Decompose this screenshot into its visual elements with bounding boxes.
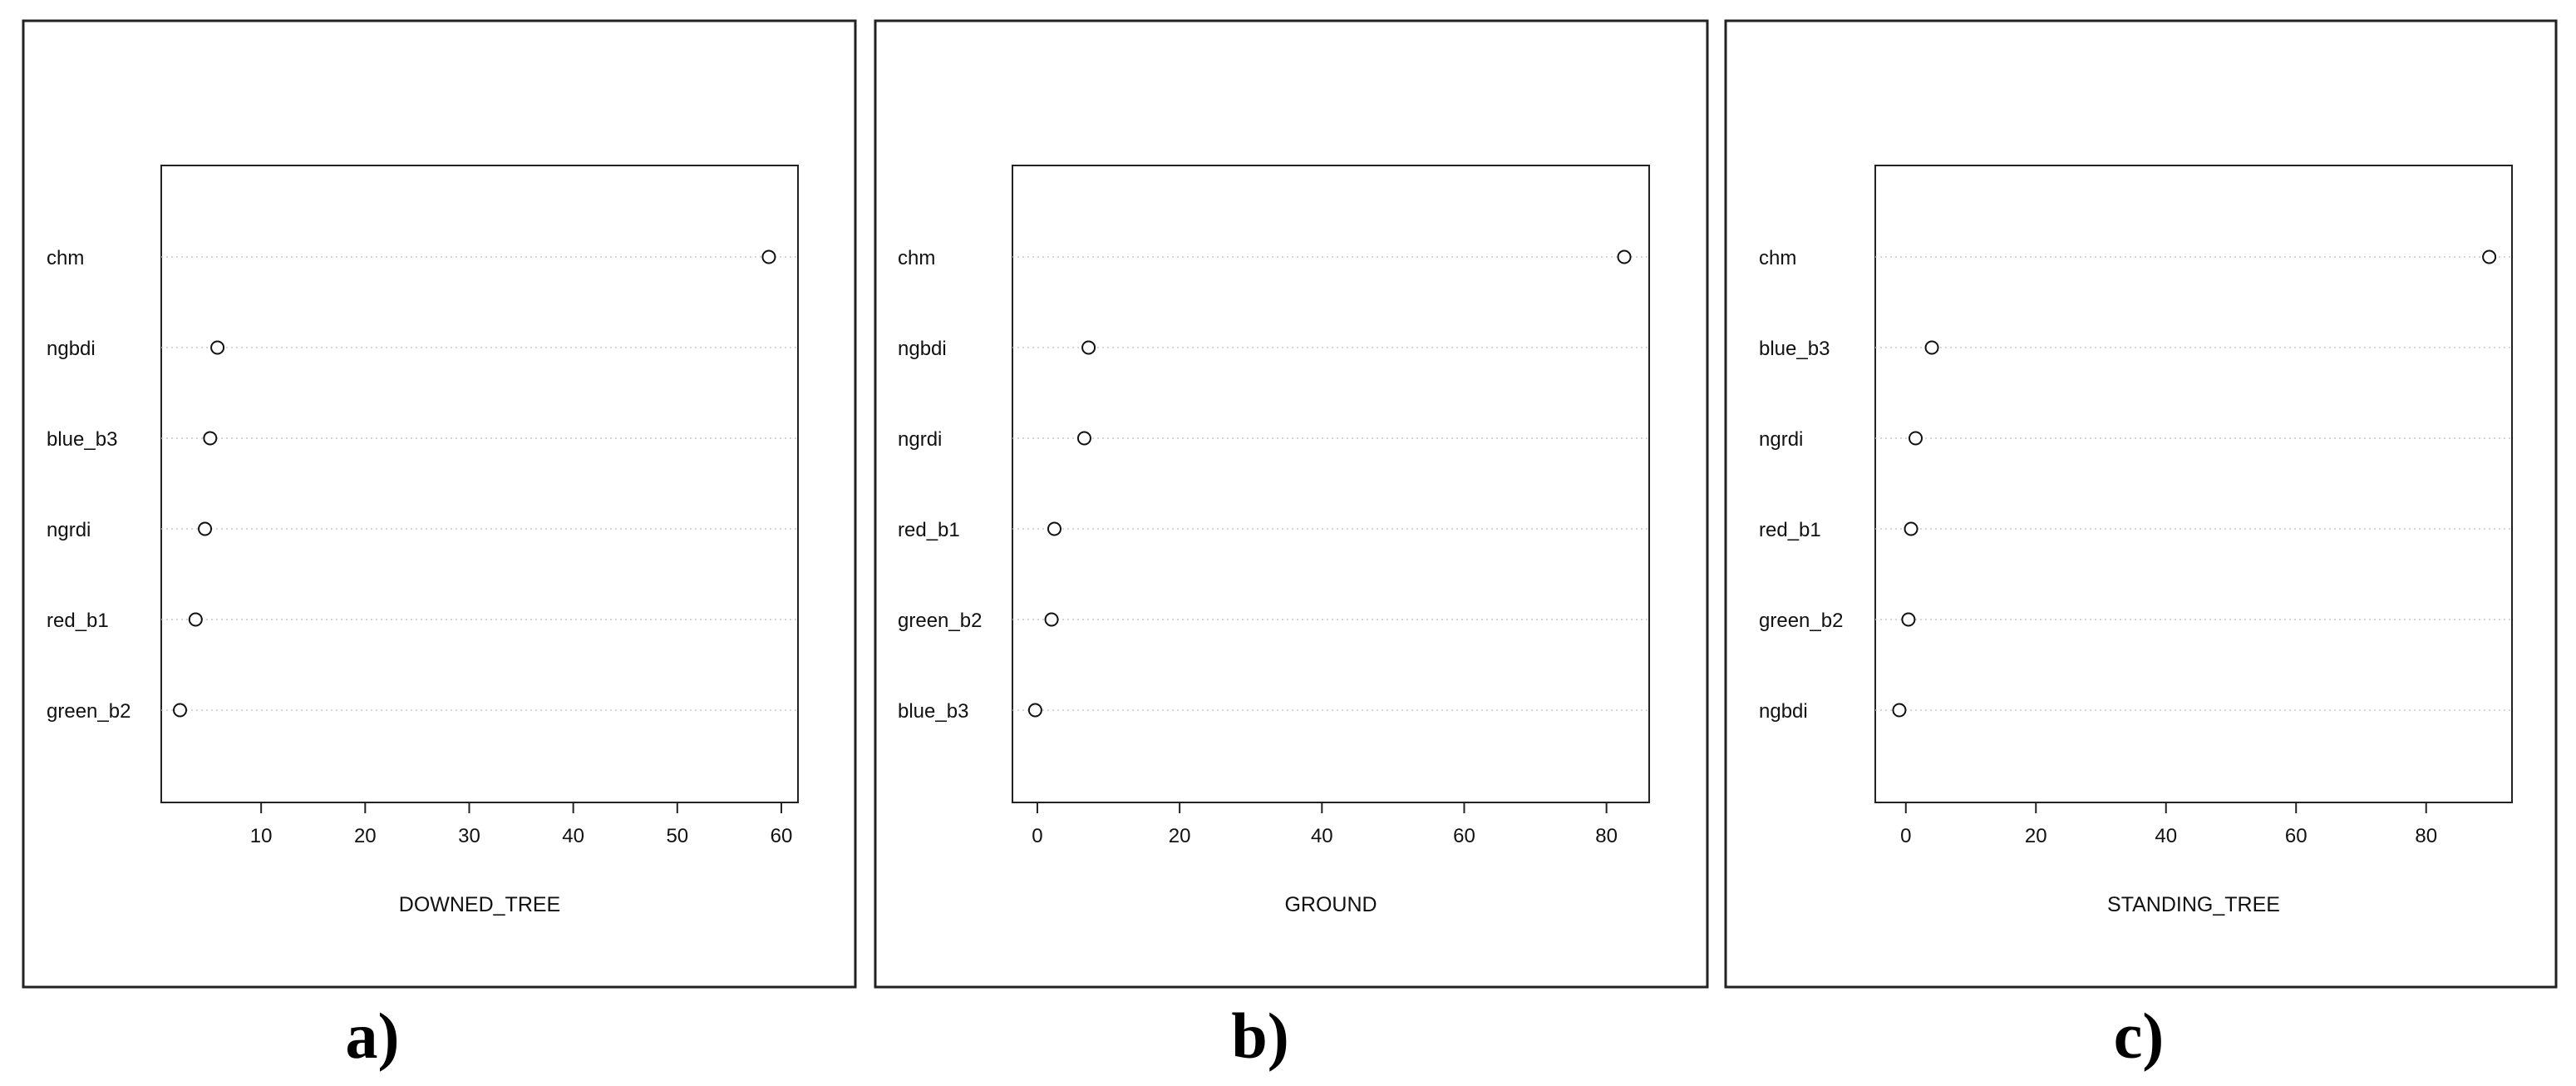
data-point-ngbdi <box>210 340 225 355</box>
panel-frame <box>874 19 1709 989</box>
row-label-red_b1: red_b1 <box>47 610 109 632</box>
x-tick-label: 50 <box>666 825 688 847</box>
panel-label: a) <box>346 1000 400 1072</box>
data-point-ngrdi <box>1076 431 1091 446</box>
row-label-chm: chm <box>1759 247 1796 269</box>
x-tick-label: 0 <box>1032 825 1042 847</box>
plot-area <box>1874 165 2513 803</box>
row-label-blue_b3: blue_b3 <box>1759 338 1830 360</box>
x-tick-label: 40 <box>562 825 584 847</box>
data-point-blue_b3 <box>1924 340 1939 355</box>
row-label-red_b1: red_b1 <box>1759 519 1821 541</box>
x-axis-title: GROUND <box>1284 893 1377 916</box>
row-label-ngbdi: ngbdi <box>898 338 947 360</box>
x-axis-title: DOWNED_TREE <box>399 893 560 916</box>
x-axis-title: STANDING_TREE <box>2107 893 2280 916</box>
data-point-green_b2 <box>1044 612 1059 627</box>
x-tick-label: 10 <box>250 825 273 847</box>
data-point-green_b2 <box>173 703 188 718</box>
data-point-ngbdi <box>1892 703 1907 718</box>
panel-frame <box>1724 19 2558 989</box>
x-tick-label: 40 <box>2155 825 2177 847</box>
data-point-blue_b3 <box>1027 703 1042 718</box>
data-point-chm <box>1617 249 1632 264</box>
data-point-red_b1 <box>1904 521 1918 536</box>
data-point-chm <box>761 249 776 264</box>
row-label-ngrdi: ngrdi <box>47 519 91 541</box>
row-label-ngrdi: ngrdi <box>898 428 942 451</box>
x-tick-label: 80 <box>1595 825 1618 847</box>
data-point-ngrdi <box>198 521 213 536</box>
row-label-chm: chm <box>47 247 84 269</box>
row-label-ngrdi: ngrdi <box>1759 428 1803 451</box>
row-label-green_b2: green_b2 <box>47 700 131 723</box>
row-label-red_b1: red_b1 <box>898 519 960 541</box>
data-point-ngrdi <box>1909 431 1923 446</box>
plot-area <box>1012 165 1650 803</box>
x-tick-label: 60 <box>1453 825 1475 847</box>
x-tick-label: 60 <box>771 825 793 847</box>
panel-b: chm ngbdi ngrdi red_b1 green_b2 blue_b3 0 20 40 6… <box>874 19 1709 1072</box>
x-tick-label: 20 <box>1169 825 1191 847</box>
row-label-blue_b3: blue_b3 <box>47 428 117 451</box>
row-label-ngbdi: ngbdi <box>1759 700 1808 723</box>
x-tick-label: 40 <box>1311 825 1333 847</box>
x-tick-label: 80 <box>2415 825 2437 847</box>
data-point-red_b1 <box>1047 521 1061 536</box>
x-tick-label: 20 <box>2025 825 2047 847</box>
x-tick-label: 30 <box>458 825 480 847</box>
x-tick-label: 60 <box>2285 825 2308 847</box>
data-point-ngbdi <box>1081 340 1096 355</box>
data-point-red_b1 <box>188 612 203 627</box>
plot-area <box>160 165 799 803</box>
row-label-blue_b3: blue_b3 <box>898 700 968 723</box>
row-label-green_b2: green_b2 <box>898 610 982 632</box>
row-label-chm: chm <box>898 247 935 269</box>
panel-frame <box>22 19 857 989</box>
data-point-chm <box>2482 249 2497 264</box>
panel-label: c) <box>2114 1000 2165 1072</box>
x-tick-label: 0 <box>1900 825 1911 847</box>
x-tick-label: 20 <box>354 825 377 847</box>
row-label-ngbdi: ngbdi <box>47 338 96 360</box>
data-point-blue_b3 <box>203 431 218 446</box>
panel-label: b) <box>1231 1000 1288 1072</box>
data-point-green_b2 <box>1901 612 1916 627</box>
row-label-green_b2: green_b2 <box>1759 610 1843 632</box>
